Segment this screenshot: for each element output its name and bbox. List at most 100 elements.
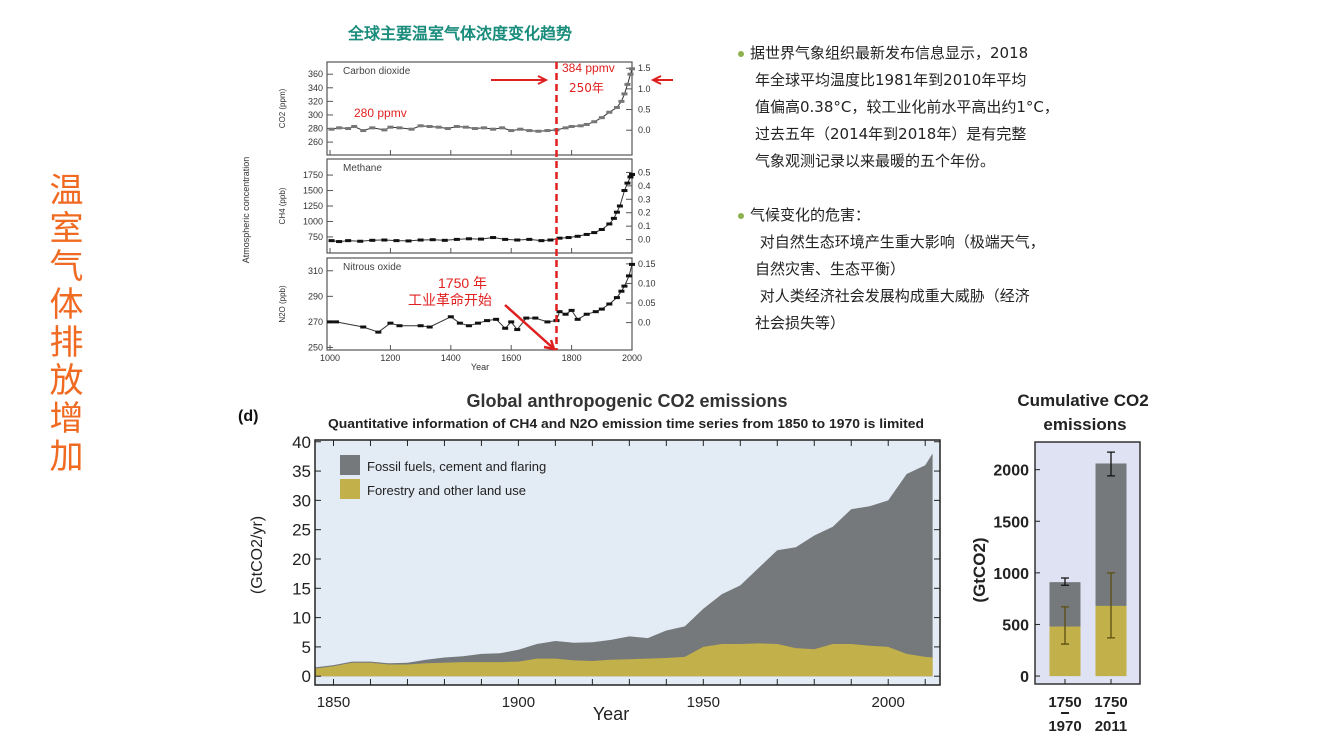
arrow-icon xyxy=(504,304,556,351)
bullet-dot-icon xyxy=(738,212,744,219)
data-point xyxy=(490,236,497,240)
fossil-fuels-area xyxy=(315,453,933,677)
data-point xyxy=(606,222,613,226)
data-point xyxy=(627,175,634,179)
data-point xyxy=(514,328,521,332)
legend-swatch xyxy=(340,455,360,475)
data-point xyxy=(408,127,415,131)
data-point xyxy=(447,315,454,319)
data-point xyxy=(484,319,491,323)
bullet-2-line: 对人类经济社会发展构成重大威胁（经济 xyxy=(755,287,1030,305)
bullet-2-line: 自然灾害、生态平衡） xyxy=(755,260,906,278)
data-point xyxy=(556,236,563,240)
data-point xyxy=(613,105,620,109)
y-right-tick-label: 0.05 xyxy=(638,298,656,308)
data-point xyxy=(381,238,388,242)
y-tick-label: 40 xyxy=(292,433,311,452)
data-point xyxy=(618,99,625,103)
data-point xyxy=(574,317,581,321)
data-line xyxy=(330,264,633,333)
y-tick-label: 320 xyxy=(308,96,323,106)
data-point xyxy=(547,238,554,242)
data-point xyxy=(613,210,620,214)
y-tick-label: 1500 xyxy=(303,186,323,196)
y-tick-label: 15 xyxy=(292,579,311,598)
data-point xyxy=(574,234,581,238)
data-point xyxy=(405,239,412,243)
data-point xyxy=(426,124,433,128)
top-chart-title: 全球主要温室气体浓度变化趋势 xyxy=(347,24,572,43)
data-point xyxy=(629,262,635,266)
data-point xyxy=(387,125,394,129)
chart-subtitle: Quantitative information of CH4 and N2O … xyxy=(328,417,924,431)
data-point xyxy=(393,239,400,243)
error-bar xyxy=(1061,577,1069,586)
bullet-1-line: 年全球平均温度比1981年到2010年平均 xyxy=(755,71,1027,89)
data-point xyxy=(591,120,598,124)
panel-frame xyxy=(326,257,633,351)
error-bar xyxy=(1107,572,1115,639)
y-right-tick-label: 0.1 xyxy=(638,221,651,231)
data-point xyxy=(556,310,563,314)
data-point xyxy=(535,129,542,133)
y-right-tick-label: 0.5 xyxy=(638,105,651,115)
data-point xyxy=(598,116,605,120)
data-point xyxy=(624,82,631,86)
data-point xyxy=(517,127,524,131)
data-point xyxy=(624,181,631,185)
y-tick-label: 260 xyxy=(308,137,323,147)
data-point xyxy=(478,237,485,241)
x-tick-label: 1200 xyxy=(380,353,400,363)
y-right-tick-label: 1.0 xyxy=(638,84,651,94)
panel-ylabel: CO2 (ppm) xyxy=(278,88,287,128)
panel-name: Nitrous oxide xyxy=(343,262,402,273)
data-point xyxy=(621,284,628,288)
chart-title: Global anthropogenic CO2 emissions xyxy=(466,391,787,411)
x-tick-label: 1850 xyxy=(317,694,350,711)
x-axis-label: Year xyxy=(593,704,629,724)
co2-pre-label: 280 ppmv xyxy=(354,106,407,120)
y-tick-label: 0 xyxy=(302,667,311,686)
bullet-text: 据世界气象组织最新发布信息显示，2018 年全球平均温度比1981年到2010年… xyxy=(738,40,1138,337)
forestry-area xyxy=(315,643,933,677)
y-right-tick-label: 0.5 xyxy=(638,167,651,177)
data-point xyxy=(345,127,352,131)
y-tick-label: 290 xyxy=(308,291,323,301)
data-point xyxy=(351,124,358,128)
data-point xyxy=(502,326,509,330)
y-right-tick-label: 0.0 xyxy=(638,318,651,328)
data-point xyxy=(606,302,613,306)
panel-ylabel: N2O (ppb) xyxy=(278,285,287,323)
y-tick-label: 270 xyxy=(308,317,323,327)
panel-label: (d) xyxy=(238,408,258,425)
data-point xyxy=(465,237,472,241)
data-point xyxy=(544,129,551,133)
data-point xyxy=(629,172,635,176)
data-point xyxy=(462,125,469,129)
data-point xyxy=(375,330,382,334)
bullet-2-line: 社会损失等） xyxy=(755,314,846,332)
x-tick-label: 1950 xyxy=(687,694,720,711)
data-point xyxy=(592,310,599,314)
data-point xyxy=(387,321,394,325)
y-tick-label: 1750 xyxy=(303,170,323,180)
data-point xyxy=(333,320,340,324)
data-point xyxy=(417,124,424,128)
data-point xyxy=(625,274,632,278)
data-point xyxy=(562,126,569,130)
y-axis-label: (GtCO2/yr) xyxy=(249,516,266,594)
data-point xyxy=(538,239,545,243)
data-point xyxy=(328,127,335,131)
y-tick-label: 5 xyxy=(302,638,311,657)
y-axis-label: Atmospheric concentration xyxy=(241,157,251,264)
data-point xyxy=(583,232,590,236)
data-point xyxy=(598,228,605,231)
y-tick-label: 300 xyxy=(308,110,323,120)
data-point xyxy=(490,127,497,131)
x-tick-label: 1400 xyxy=(441,353,461,363)
data-point xyxy=(499,126,506,130)
data-line xyxy=(331,174,633,243)
y-tick-label: 500 xyxy=(1002,617,1029,634)
y-tick-label: 35 xyxy=(292,462,311,481)
data-point xyxy=(465,324,472,328)
